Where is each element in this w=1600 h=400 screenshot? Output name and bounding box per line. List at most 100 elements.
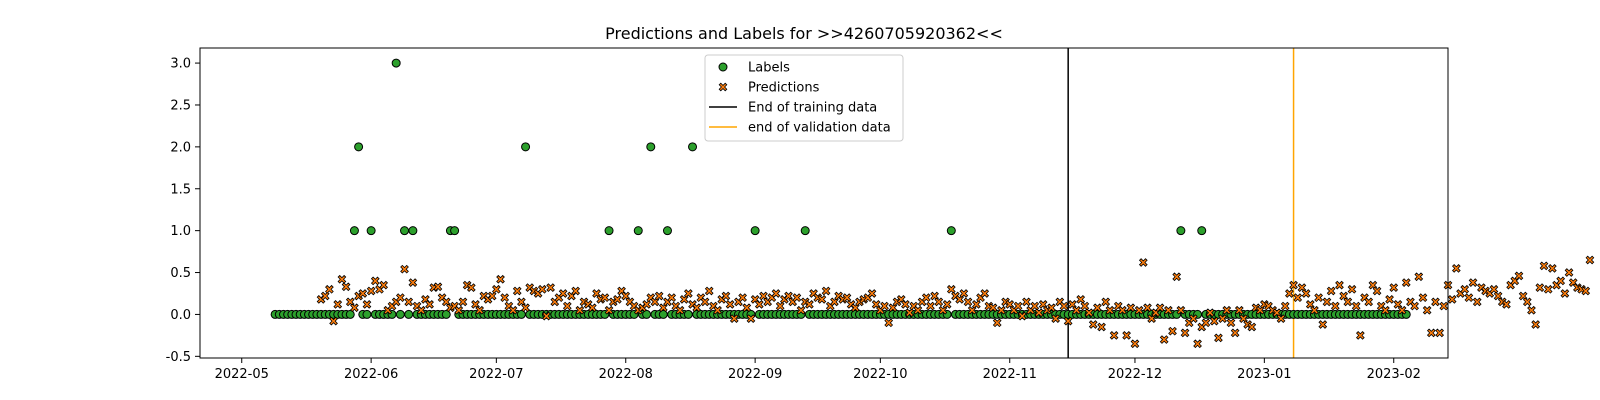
x-tick-label: 2022-07 <box>469 367 523 382</box>
prediction-point <box>500 293 510 303</box>
prediction-point <box>1080 301 1090 311</box>
prediction-point <box>1172 272 1182 282</box>
x-tick-label: 2022-08 <box>599 367 653 382</box>
prediction-point <box>713 305 722 315</box>
prediction-point <box>1047 303 1056 313</box>
prediction-point <box>1585 255 1595 265</box>
prediction-point <box>537 284 547 294</box>
label-point <box>688 142 698 152</box>
x-tick-label: 2022-06 <box>344 367 398 382</box>
prediction-point <box>1097 322 1106 332</box>
label-point <box>362 309 372 319</box>
prediction-point <box>880 301 889 311</box>
prediction-point <box>1381 305 1390 315</box>
prediction-point <box>546 283 555 292</box>
prediction-point <box>771 289 781 298</box>
label-point <box>1197 226 1207 236</box>
prediction-point <box>1543 284 1553 294</box>
legend-label: Labels <box>748 61 790 76</box>
prediction-point <box>1564 268 1574 277</box>
prediction-point <box>1084 308 1094 318</box>
legend: Labels Predictions End of training data end… <box>704 54 904 142</box>
prediction-point <box>1468 278 1478 287</box>
prediction-point <box>1351 301 1361 311</box>
prediction-point <box>1159 335 1169 344</box>
prediction-point <box>1343 297 1353 307</box>
data-points <box>270 58 1595 349</box>
x-tick-label: 2023-02 <box>1367 367 1421 382</box>
prediction-point <box>1502 300 1511 309</box>
prediction-point <box>642 300 651 309</box>
prediction-point <box>395 293 405 303</box>
prediction-point <box>1472 297 1482 307</box>
prediction-point <box>1301 289 1311 298</box>
prediction-point <box>1176 305 1186 315</box>
prediction-point <box>1247 322 1257 332</box>
prediction-point <box>1451 263 1461 273</box>
y-axis: -0.5 0.0 0.5 1.0 1.5 2.0 2.5 3.0 <box>166 57 200 365</box>
prediction-point <box>562 301 572 311</box>
prediction-point <box>379 280 389 290</box>
label-point <box>604 226 614 236</box>
prediction-point <box>1389 283 1399 292</box>
prediction-point <box>358 289 368 298</box>
prediction-point <box>1168 326 1177 336</box>
y-tick-label: 0.5 <box>170 266 191 281</box>
y-tick-label: 1.5 <box>170 182 191 197</box>
label-point <box>662 226 672 236</box>
prediction-point <box>942 300 952 309</box>
prediction-point <box>1535 283 1545 292</box>
label-point <box>642 309 652 319</box>
prediction-point <box>1410 301 1419 311</box>
prediction-point <box>1134 305 1144 315</box>
y-tick-label: 2.0 <box>170 140 191 155</box>
prediction-point <box>487 291 497 301</box>
prediction-point <box>946 284 956 294</box>
prediction-point <box>1072 305 1081 315</box>
y-tick-label: 0.0 <box>170 308 191 323</box>
prediction-point <box>796 305 806 315</box>
prediction-point <box>1234 305 1244 315</box>
label-point <box>658 309 668 319</box>
prediction-point <box>1531 320 1541 329</box>
prediction-point <box>1347 284 1357 294</box>
prediction-point <box>992 318 1002 328</box>
prediction-point <box>1310 305 1319 315</box>
prediction-point <box>1527 305 1536 315</box>
prediction-point <box>1289 280 1298 290</box>
prediction-point <box>1130 339 1140 349</box>
prediction-point <box>675 305 685 315</box>
prediction-point <box>1364 297 1374 307</box>
label-point <box>521 142 531 152</box>
chart-title: Predictions and Labels for >>42607059203… <box>605 24 1003 43</box>
prediction-point <box>1063 316 1073 326</box>
reference-lines <box>1067 48 1295 358</box>
prediction-point <box>775 301 785 311</box>
label-point <box>400 226 410 236</box>
prediction-point <box>692 303 702 313</box>
prediction-point <box>1118 305 1127 315</box>
prediction-point <box>1276 314 1286 323</box>
label-point <box>450 226 460 236</box>
prediction-point <box>1435 328 1445 338</box>
prediction-point <box>466 283 476 292</box>
prediction-point <box>700 297 710 307</box>
legend-box <box>704 54 904 142</box>
prediction-point <box>496 274 505 284</box>
label-point <box>800 226 810 236</box>
label-point <box>345 309 355 319</box>
prediction-point <box>1201 318 1211 328</box>
prediction-point <box>1030 301 1040 311</box>
prediction-point <box>1222 305 1232 315</box>
prediction-point <box>980 289 990 298</box>
prediction-point <box>1322 297 1332 307</box>
x-tick-label: 2023-01 <box>1237 367 1291 382</box>
prediction-point <box>963 297 973 307</box>
prediction-point <box>1514 271 1524 281</box>
prediction-point <box>350 303 359 313</box>
label-point <box>646 142 656 152</box>
prediction-point <box>1280 301 1290 311</box>
x-axis: 2022-05 2022-06 2022-07 2022-08 2022-09 2022-… <box>215 358 1421 382</box>
prediction-point <box>1418 293 1428 303</box>
prediction-point <box>905 308 914 318</box>
